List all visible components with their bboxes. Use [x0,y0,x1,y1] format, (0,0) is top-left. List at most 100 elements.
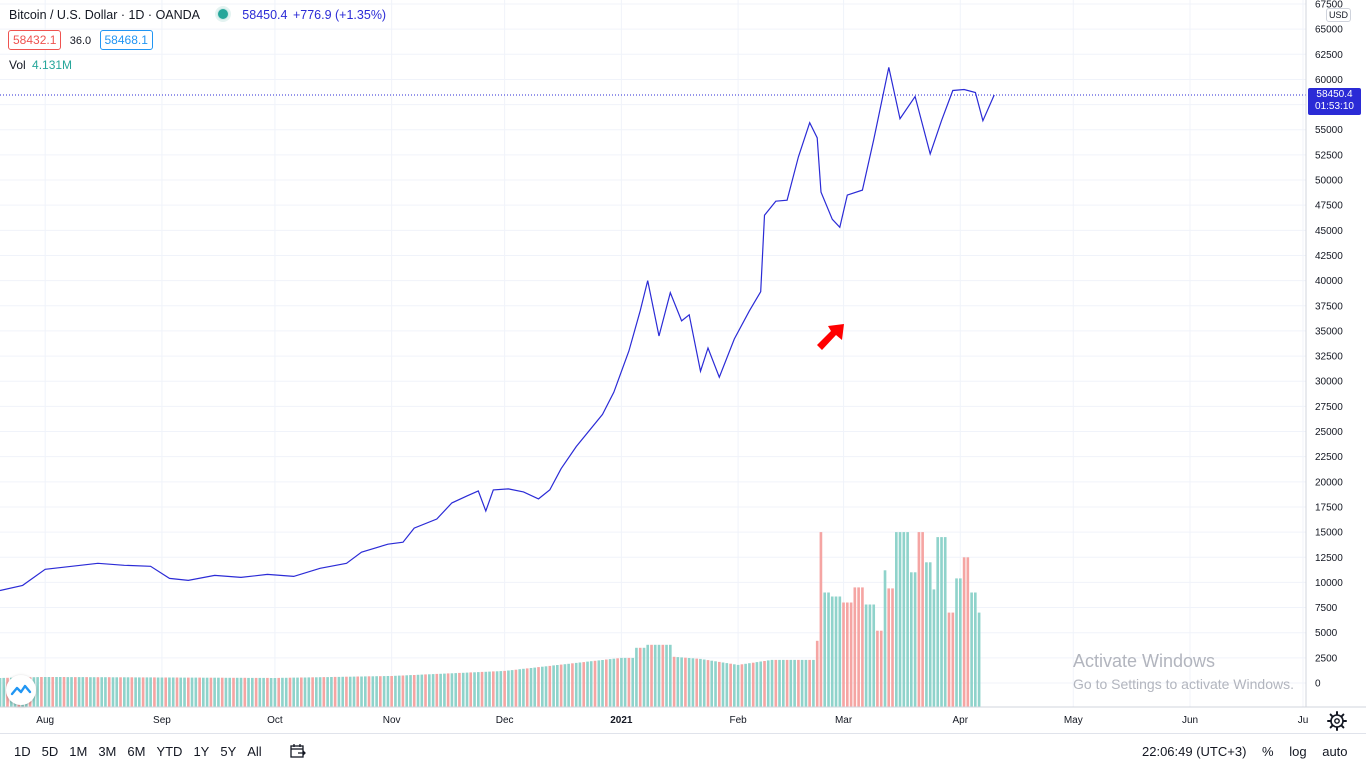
volume-bar [488,671,491,707]
price-tick-label: 60000 [1315,75,1343,86]
volume-bar [420,674,424,707]
volume-bar [322,677,326,707]
volume-bar [947,612,951,707]
volume-bar [631,657,635,707]
sell-button[interactable]: 58432.1 [8,30,62,50]
volume-bar [480,671,484,707]
volume-bar [849,602,853,707]
volume-bar [672,656,676,707]
volume-bar [977,612,981,707]
volume-bar [755,662,759,707]
volume-bar [284,677,288,707]
volume-bar [910,572,913,707]
volume-bar [51,677,55,707]
bar-countdown: 01:53:10 [1315,101,1354,112]
volume-bar [247,677,250,707]
volume-bar [473,672,476,707]
volume-bar [846,602,849,707]
volume-bar [160,677,164,707]
volume-bar [156,677,160,707]
volume-bar [292,677,296,707]
price-tick-label: 32500 [1315,352,1343,363]
volume-bar [529,668,533,707]
chart-canvas[interactable]: 0 2500 5000 7500 10000 12500 15000 17500 20000 22… [0,0,1366,733]
volume-bar [522,668,525,707]
volume-bar [740,664,744,707]
volume-bar [680,657,683,707]
time-tick-label: Sep [153,715,171,726]
time-tick-label: 2021 [610,715,633,726]
price-tick-label: 45000 [1315,226,1343,237]
volume-bar [687,658,691,707]
volume-bar [578,662,582,707]
volume-bar [439,673,442,707]
volume-bar [819,532,823,707]
volume-bar [917,532,921,707]
volume-bar [853,587,857,707]
volume-bar [638,647,642,707]
range-button-1m[interactable]: 1M [69,744,88,759]
volume-bar [232,677,235,707]
volume-bar [375,676,378,707]
volume-bar [861,587,864,707]
volume-bar [759,661,763,707]
calendar-goto-icon[interactable] [289,743,307,759]
volume-bar [507,670,510,707]
volume-bar [895,532,898,707]
percent-scale-toggle[interactable]: % [1262,744,1274,759]
volume-bar [450,673,454,707]
volume-bar [503,670,506,707]
volume-bar [729,663,732,707]
clock-timezone[interactable]: 22:06:49 (UTC+3) [1142,744,1247,759]
volume-bar [834,596,838,707]
volume-bar [397,675,401,707]
volume-bar [868,604,872,707]
volume-bar [699,658,702,707]
volume-bar [111,677,115,707]
volume-bar [797,659,800,707]
gear-icon[interactable] [1326,710,1348,732]
symbol-title[interactable]: Bitcoin / U.S. Dollar · 1D · OANDA [9,8,200,22]
legend-change: +776.9 (+1.35%) [292,8,387,22]
range-button-1y[interactable]: 1Y [193,744,210,759]
volume-bar [548,665,552,707]
range-button-5d[interactable]: 5D [41,744,59,759]
range-button-6m[interactable]: 6M [127,744,146,759]
range-button-1d[interactable]: 1D [14,744,31,759]
auto-scale-toggle[interactable]: auto [1322,744,1348,759]
buy-button[interactable]: 58468.1 [99,30,153,50]
volume-bar [107,677,111,707]
volume-bar [390,676,393,707]
chart-scale-controls: 22:06:49 (UTC+3) % log auto [1142,744,1360,759]
price-tick-label: 42500 [1315,251,1343,262]
volume-bar [266,677,269,707]
volume-bar [830,596,834,707]
volume-bar [748,663,751,707]
volume-bar [876,630,879,707]
currency-badge[interactable]: USD [1326,8,1352,22]
volume-bar [563,664,567,707]
volume-bar [194,677,198,707]
volume-bar [461,672,465,707]
range-button-all[interactable]: All [247,744,262,759]
volume-bar [81,677,85,707]
volume-bar [386,676,390,707]
log-scale-toggle[interactable]: log [1289,744,1307,759]
volume-bar [77,677,81,707]
volume-bar [341,676,345,707]
range-button-5y[interactable]: 5Y [220,744,237,759]
volume-bar [789,659,793,707]
price-tick-label: 0 [1315,679,1321,690]
volume-bar [642,647,646,707]
volume-bar [879,630,883,707]
time-tick-label: Feb [729,715,747,726]
range-button-3m[interactable]: 3M [98,744,117,759]
volume-bar [145,677,149,707]
tradingview-logo-icon[interactable] [6,675,36,705]
volume-bar [47,677,51,707]
range-button-ytd[interactable]: YTD [156,744,183,759]
price-tick-label: 37500 [1315,301,1343,312]
volume-bar [89,677,92,707]
price-tick-label: 12500 [1315,553,1343,564]
volume-bar [721,662,725,707]
